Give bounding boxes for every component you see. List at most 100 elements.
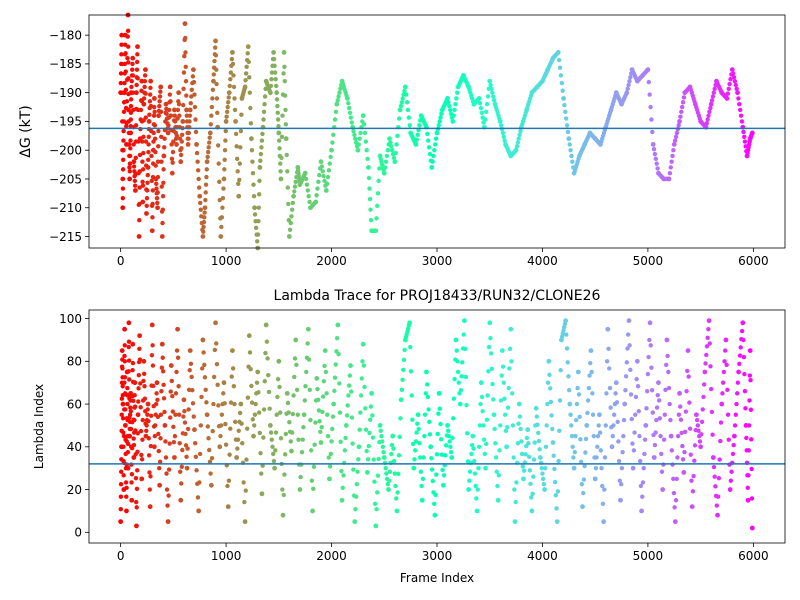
data-point: [628, 392, 634, 397]
data-point: [126, 76, 131, 81]
data-point: [126, 60, 131, 65]
data-point: [361, 363, 367, 368]
data-point: [622, 401, 628, 407]
data-point: [680, 443, 685, 449]
data-point: [356, 457, 361, 462]
data-point: [223, 442, 229, 447]
y-tick-label: −210: [49, 201, 82, 215]
data-point: [729, 469, 734, 474]
data-point: [197, 185, 202, 190]
data-point: [311, 486, 316, 492]
data-point: [154, 181, 159, 186]
data-point: [662, 412, 667, 417]
data-point: [408, 344, 413, 350]
data-point: [521, 468, 527, 473]
data-point: [429, 456, 434, 461]
data-point: [130, 341, 136, 347]
data-point: [737, 101, 742, 107]
data-point: [153, 423, 158, 428]
data-point: [569, 423, 574, 428]
data-point: [221, 186, 226, 191]
data-point: [125, 465, 131, 471]
data-point: [205, 424, 211, 429]
data-point: [209, 113, 214, 118]
data-point: [226, 90, 232, 96]
data-point: [623, 374, 629, 379]
data-point: [572, 449, 577, 455]
data-point: [289, 448, 294, 454]
lambda-scatter-series: [118, 318, 755, 531]
data-point: [437, 119, 442, 124]
data-point: [325, 412, 330, 417]
data-point: [417, 455, 423, 460]
data-point: [193, 454, 199, 459]
data-point: [565, 360, 570, 365]
data-point: [519, 439, 524, 444]
data-point: [645, 67, 651, 73]
x-tick-label: 6000: [738, 549, 769, 563]
data-point: [613, 391, 618, 396]
data-point: [134, 82, 139, 88]
data-point: [400, 96, 405, 101]
data-point: [618, 482, 624, 487]
data-point: [128, 97, 134, 102]
data-point: [126, 358, 132, 363]
data-point: [720, 391, 725, 396]
data-point: [353, 506, 358, 512]
data-point: [425, 131, 430, 137]
data-point: [389, 144, 394, 149]
data-point: [178, 159, 184, 165]
data-point: [565, 129, 571, 135]
data-point: [576, 392, 582, 397]
data-point: [328, 451, 334, 457]
data-point: [678, 404, 683, 409]
data-point: [574, 401, 580, 407]
data-point: [145, 188, 150, 193]
data-point: [380, 444, 386, 450]
data-point: [694, 412, 699, 418]
data-point: [170, 409, 176, 414]
y-tick-label: 0: [74, 526, 82, 540]
data-point: [165, 503, 170, 508]
data-point: [207, 447, 212, 453]
data-point: [144, 203, 149, 209]
data-point: [524, 435, 530, 441]
data-point: [633, 412, 638, 417]
data-point: [137, 217, 142, 223]
data-point: [731, 75, 737, 80]
data-point: [568, 148, 573, 153]
data-point: [150, 201, 155, 207]
data-point: [699, 432, 704, 437]
data-point: [406, 115, 412, 120]
data-point: [475, 487, 480, 492]
data-point: [252, 205, 257, 211]
data-point: [625, 86, 630, 92]
data-point: [237, 161, 242, 166]
data-point: [369, 390, 375, 396]
data-point: [305, 188, 311, 193]
data-point: [389, 451, 394, 457]
data-point: [202, 205, 208, 211]
data-point: [135, 52, 140, 57]
data-point: [370, 435, 376, 440]
data-point: [187, 113, 193, 118]
data-point: [122, 423, 128, 428]
data-point: [133, 155, 138, 161]
data-point: [495, 483, 500, 489]
data-point: [667, 401, 672, 407]
data-point: [228, 70, 234, 75]
data-point: [438, 421, 443, 427]
data-point: [590, 391, 595, 396]
data-point: [741, 354, 747, 360]
data-point: [140, 437, 145, 442]
data-point: [634, 358, 640, 364]
data-point: [671, 148, 676, 153]
data-point: [459, 374, 464, 379]
data-point: [523, 452, 528, 457]
data-point: [118, 519, 124, 525]
data-point: [708, 386, 714, 392]
data-point: [125, 34, 130, 39]
data-point: [146, 134, 151, 139]
data-point: [153, 401, 159, 407]
lambda-x-ticks: 0 1000 2000 3000 4000 5000 6000: [117, 543, 769, 563]
